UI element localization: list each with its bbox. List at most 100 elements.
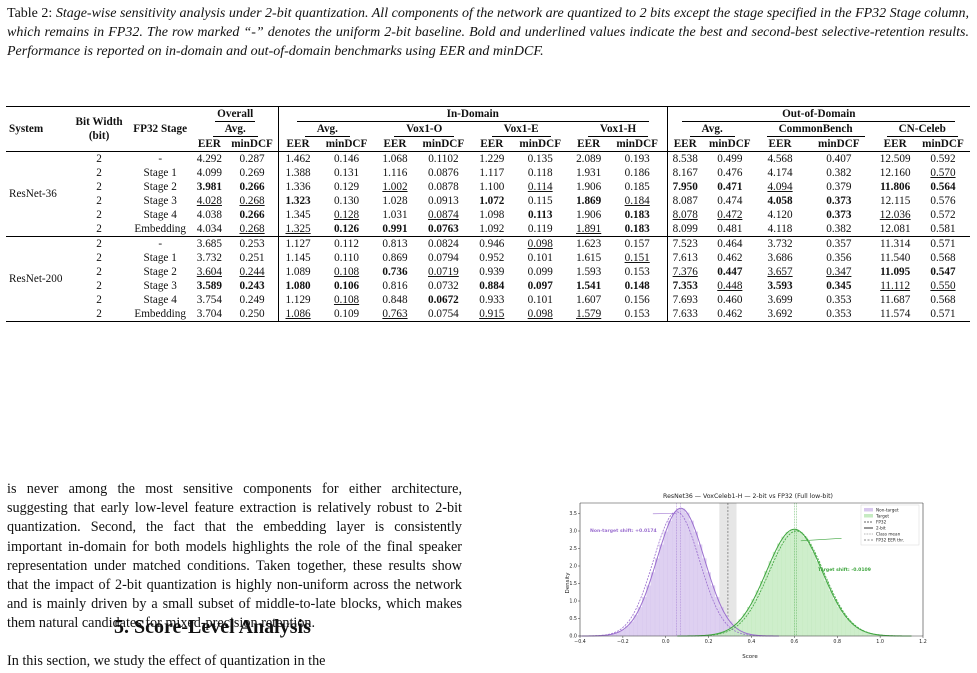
- cell-value: 3.732: [196, 252, 222, 264]
- mindcf-cell: 0.184: [607, 194, 668, 208]
- mindcf-cell: 0.462: [702, 307, 757, 322]
- mindcf-cell: 0.118: [511, 166, 570, 180]
- cell-value: 1.869: [576, 195, 602, 207]
- header-metric-eer: EER: [192, 137, 227, 152]
- bit-width-cell: 2: [96, 153, 102, 165]
- mindcf-cell: 0.0754: [414, 307, 473, 322]
- eer-cell: 7.353: [667, 279, 703, 293]
- eer-cell: 2.089: [570, 152, 608, 167]
- nontarget-histogram-bar: [654, 558, 660, 637]
- eer-cell: 1.117: [473, 166, 511, 180]
- cell-value: 0.250: [239, 308, 265, 320]
- mindcf-cell: 0.112: [317, 237, 376, 252]
- cell-value: 11.095: [880, 266, 911, 278]
- mindcf-cell: 0.148: [607, 279, 668, 293]
- target-histogram-bar: [841, 613, 846, 637]
- cell-value: 4.292: [196, 153, 222, 165]
- mindcf-cell: 0.356: [803, 251, 874, 265]
- bit-width-cell: 2: [96, 252, 102, 264]
- mindcf-cell: 0.0672: [414, 293, 473, 307]
- mindcf-cell: 0.099: [511, 265, 570, 279]
- eer-cell: 11.314: [874, 237, 916, 252]
- cell-value: 11.112: [880, 280, 911, 292]
- header-metric-mindcf: minDCF: [226, 137, 279, 152]
- header-metric-mindcf: minDCF: [915, 137, 970, 152]
- cell-value: 1.906: [576, 209, 602, 221]
- target-histogram-bar: [781, 536, 786, 637]
- mindcf-cell: 0.113: [511, 208, 570, 222]
- header-metric-eer: EER: [375, 137, 415, 152]
- eer-cell: 3.732: [193, 251, 227, 265]
- target-histogram-bar: [828, 590, 834, 637]
- cell-value: 0.249: [239, 294, 265, 306]
- eer-cell: 1.336: [278, 180, 317, 194]
- cell-value: 1.028: [382, 195, 408, 207]
- cell-value: 0.476: [717, 167, 743, 179]
- target-shift-annotation: Target shift: -0.0109: [818, 567, 871, 573]
- cell-value: 3.692: [767, 308, 793, 320]
- cell-value: 1.129: [285, 294, 311, 306]
- cell-value: 1.127: [285, 238, 311, 250]
- bit-width-cell: 2: [96, 266, 102, 278]
- cell-value: 11.806: [880, 181, 911, 193]
- cell-value: 0.109: [333, 308, 360, 320]
- mindcf-cell: 0.128: [317, 208, 376, 222]
- eer-cell: 0.939: [473, 265, 511, 279]
- eer-cell: 12.081: [874, 222, 916, 237]
- mindcf-cell: 0.108: [317, 265, 376, 279]
- eer-cell: 1.869: [570, 194, 608, 208]
- header-metric-eer: EER: [472, 137, 511, 152]
- cell-value: 1.607: [576, 294, 602, 306]
- mindcf-cell: 0.153: [607, 307, 668, 322]
- cell-value: 1.541: [576, 280, 602, 292]
- cell-value: 0.991: [382, 223, 408, 235]
- legend-label: FP32 EER thr.: [876, 538, 904, 543]
- mindcf-cell: 0.564: [916, 180, 970, 194]
- legend-label: Target: [875, 514, 889, 519]
- cell-value: 1.229: [479, 153, 505, 165]
- nontarget-histogram-bar: [667, 520, 673, 637]
- eer-cell: 4.292: [193, 152, 227, 167]
- target-annotation-arrow: [800, 538, 842, 542]
- mindcf-cell: 0.0874: [414, 208, 473, 222]
- body-paragraph: is never among the most sensitive compon…: [7, 481, 462, 632]
- nontarget-histogram-bar: [689, 520, 694, 637]
- header-group-outdomain-label: Out-of-Domain: [682, 107, 956, 122]
- eer-cell: 1.388: [278, 166, 317, 180]
- mindcf-cell: 0.153: [607, 265, 668, 279]
- mindcf-cell: 0.576: [916, 194, 970, 208]
- cell-value: 0.119: [527, 223, 553, 235]
- mindcf-cell: 0.109: [317, 307, 376, 322]
- score-distribution-figure: ResNet36 — VoxCeleb1-H — 2-bit vs FP32 (…: [565, 493, 927, 660]
- mindcf-cell: 0.268: [226, 194, 279, 208]
- cell-value: 8.078: [672, 209, 698, 221]
- mindcf-cell: 0.0913: [414, 194, 473, 208]
- cell-value: 0.568: [930, 252, 956, 264]
- cell-value: 0.576: [930, 195, 956, 207]
- eer-cell: 1.579: [569, 307, 608, 322]
- eer-cell: 0.869: [376, 251, 414, 265]
- bit-width-cell: 2: [96, 294, 102, 306]
- y-tick-label: 1.5: [569, 581, 577, 587]
- mindcf-cell: 0.266: [226, 180, 279, 194]
- fp32-stage-cell: Stage 3: [143, 280, 177, 292]
- cell-value: 3.657: [767, 266, 793, 278]
- cell-value: 1.100: [479, 181, 505, 193]
- mindcf-cell: 0.570: [916, 166, 970, 180]
- target-histogram-bar: [759, 581, 765, 637]
- cell-value: 1.089: [285, 266, 311, 278]
- table-row: 2 Stage 4 3.754 0.249 1.129 0.108 0.848 0.0672 0…: [6, 293, 970, 307]
- header-metric-eer: EER: [756, 137, 804, 152]
- cell-value: 0.183: [624, 223, 650, 235]
- mindcf-cell: 0.151: [607, 251, 668, 265]
- header-row-subgroups: Avg. Avg. Vox1-O Vox1-E Vox1-H Avg. CommonBenc…: [6, 122, 970, 137]
- cell-value: 0.251: [239, 252, 265, 264]
- eer-cell: 1.098: [473, 208, 511, 222]
- header-sub-cnceleb-label: CN-Celeb: [886, 122, 958, 137]
- fp32-stage-cell: -: [158, 153, 163, 165]
- eer-cell: 4.038: [193, 208, 227, 222]
- mindcf-cell: 0.572: [916, 208, 970, 222]
- cell-value: 0.946: [479, 238, 505, 250]
- cell-value: 12.160: [879, 167, 911, 179]
- fp32-stage-cell: Stage 4: [143, 294, 177, 306]
